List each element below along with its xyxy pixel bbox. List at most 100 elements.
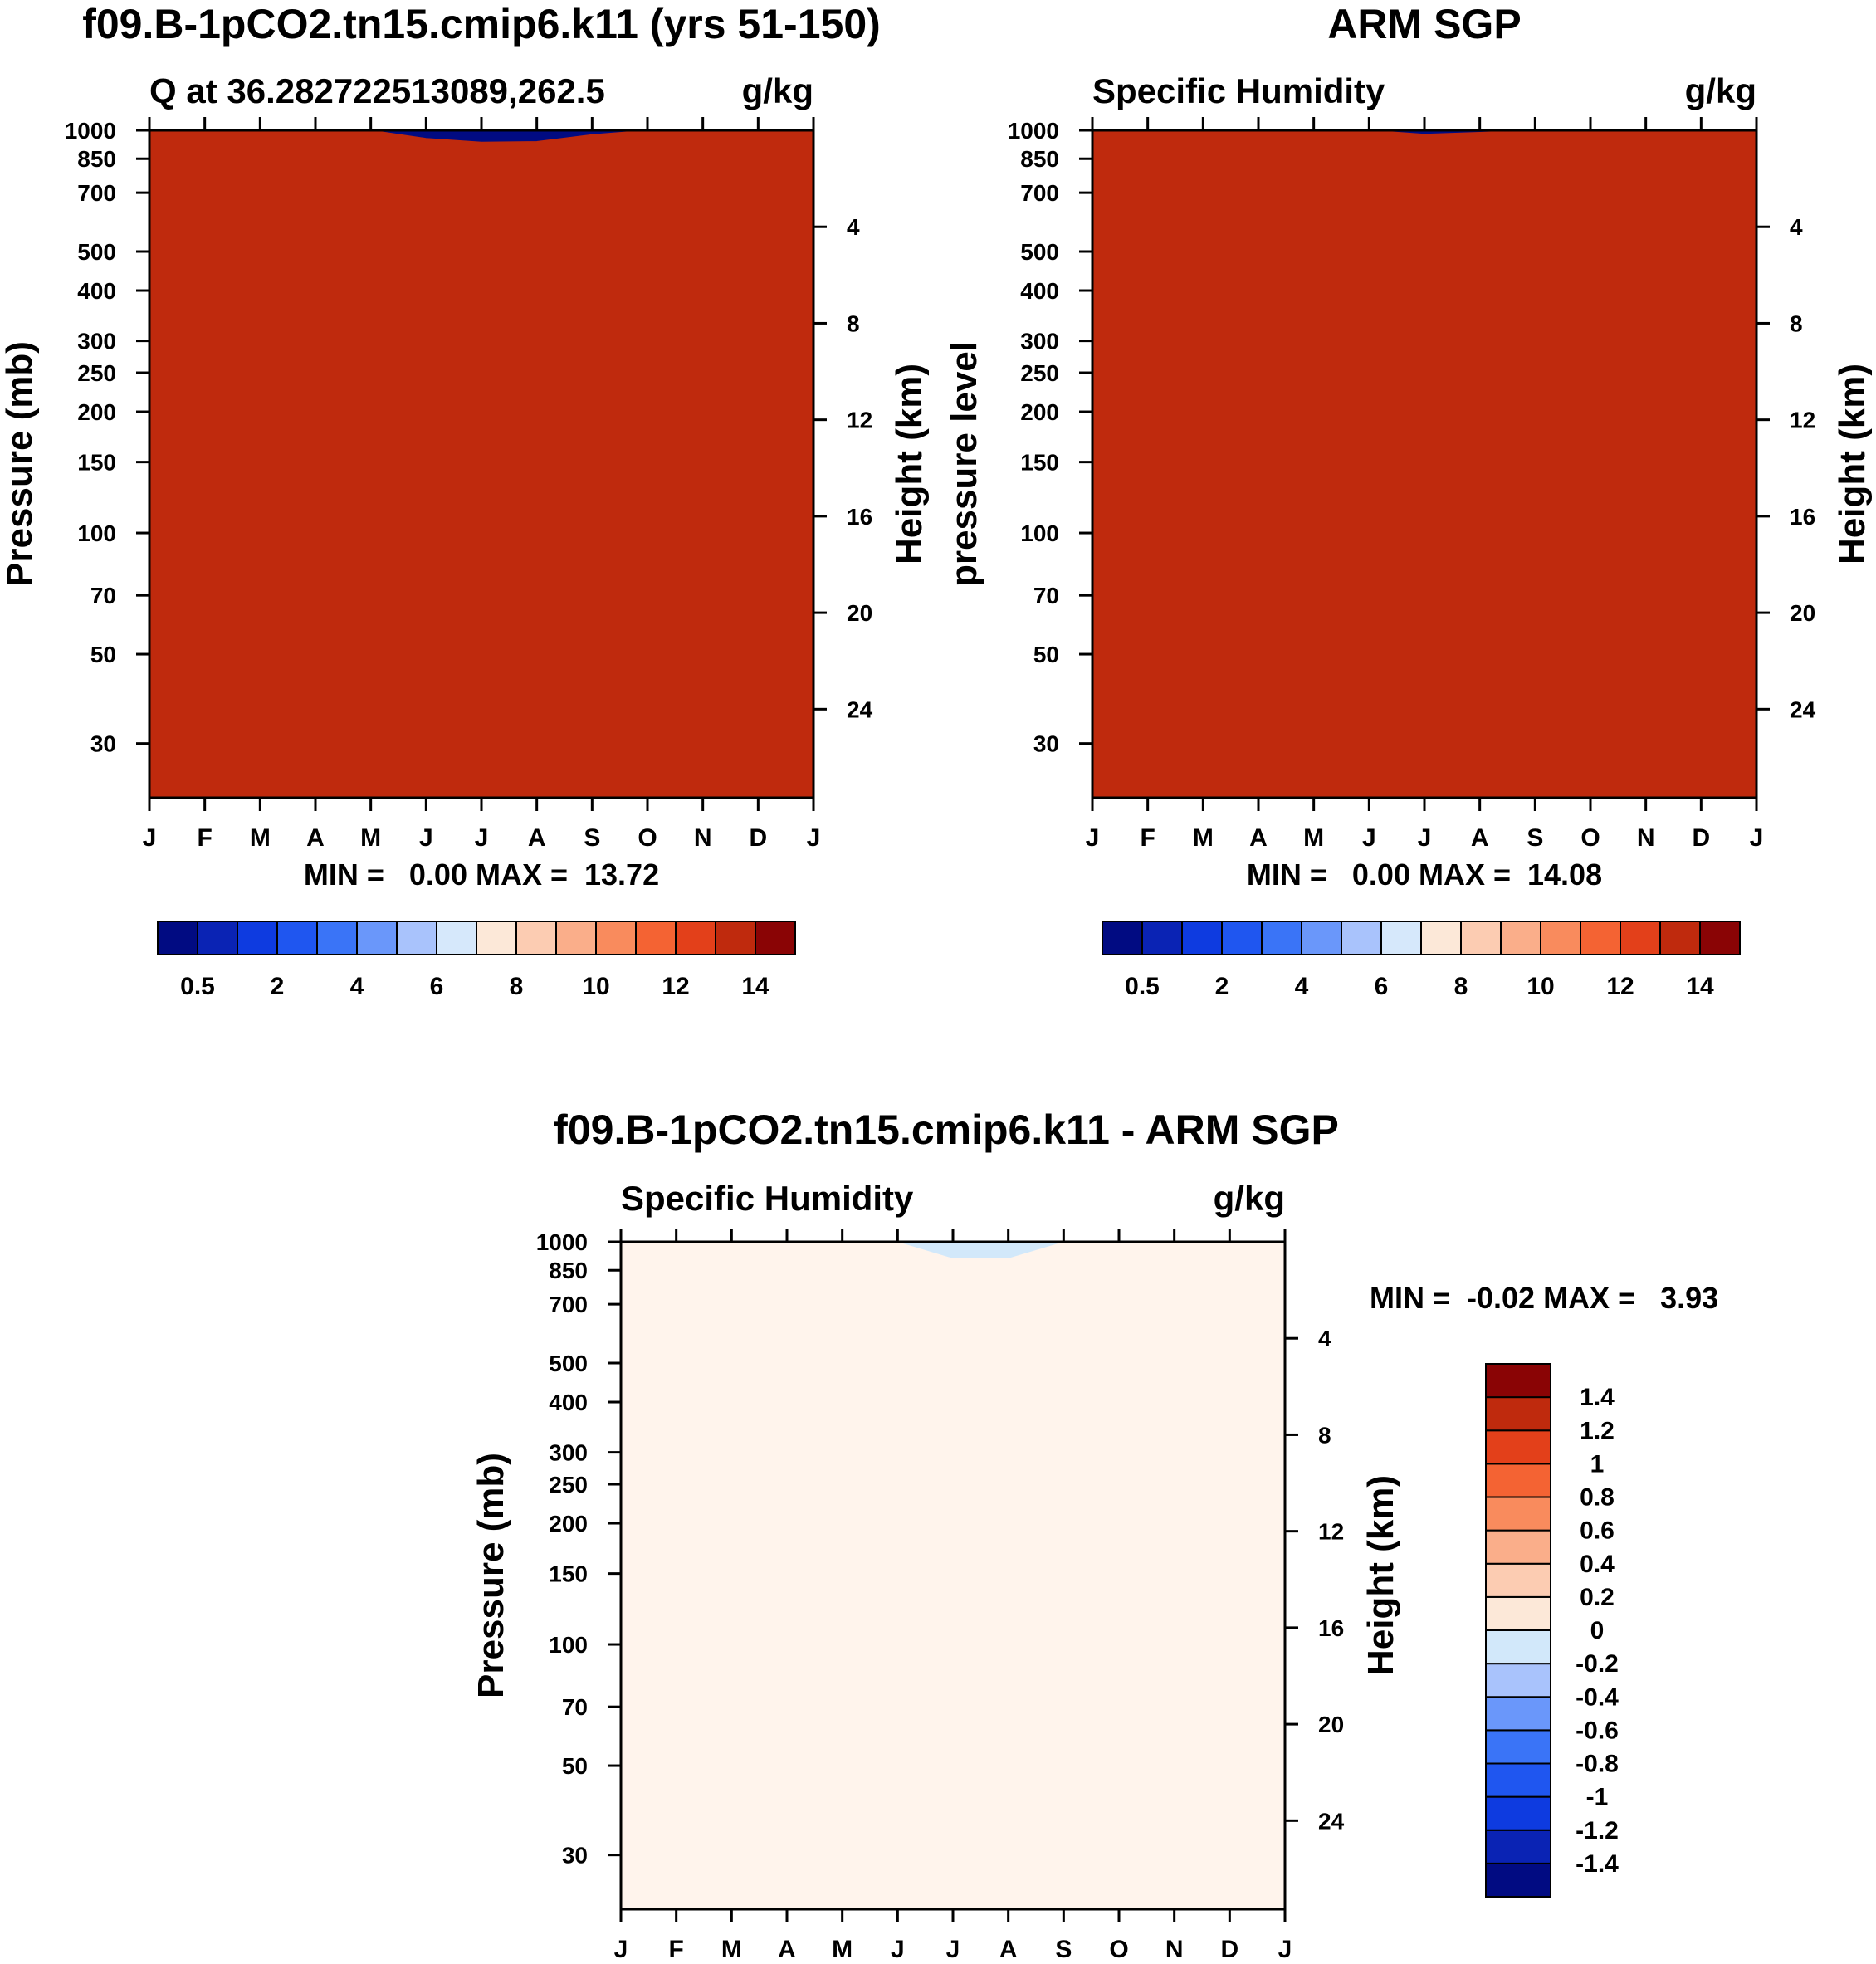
diff-colorbar-box <box>1485 1529 1551 1565</box>
model-ytick-label: 30 <box>90 731 116 757</box>
diff-ytick-label: 300 <box>549 1440 588 1466</box>
obs-colorbar-box <box>1221 921 1263 955</box>
obs-colorbar-box <box>1580 921 1621 955</box>
model-colorbar-box <box>755 921 796 955</box>
obs-stats: MIN = 0.00 MAX = 14.08 <box>1247 857 1602 892</box>
obs-colorbar: 0.5 2 4 6 8 10 12 14 <box>1102 921 1741 1000</box>
model-xtick-label: J <box>419 824 433 852</box>
diff-colorbar-label: -0.4 <box>1576 1683 1619 1711</box>
obs-colorbar-box <box>1141 921 1183 955</box>
obs-plot <box>1092 130 1756 798</box>
diff-ytick-label: 1000 <box>536 1229 588 1255</box>
obs-right-string: g/kg <box>1685 71 1756 110</box>
diff-colorbar-box <box>1485 1396 1551 1432</box>
diff-ytick-label: 30 <box>562 1843 588 1869</box>
diff-colorbar-box <box>1485 1429 1551 1465</box>
diff-ytick-right-label: 4 <box>1318 1326 1331 1351</box>
model-ytick-right-label: 16 <box>847 504 872 530</box>
obs-colorbar-label: 0.5 <box>1125 973 1160 1000</box>
diff-colorbar-box <box>1485 1629 1551 1665</box>
obs-colorbar-box <box>1181 921 1223 955</box>
obs-colorbar-box <box>1341 921 1382 955</box>
model-ytick-right-label: 20 <box>847 600 872 626</box>
obs-ylabel-right: Height (km) <box>1832 364 1873 564</box>
obs-ytick-label: 50 <box>1033 642 1059 667</box>
model-colorbar-box <box>635 921 677 955</box>
model-colorbar-label: 14 <box>741 973 769 1000</box>
diff-colorbar-label: -0.8 <box>1576 1751 1619 1778</box>
obs-colorbar-box <box>1500 921 1541 955</box>
diff-colorbar-label: 0.4 <box>1580 1551 1615 1578</box>
model-xtick-label: J <box>143 824 157 852</box>
model-xtick-label: M <box>360 824 381 852</box>
model-plot <box>149 130 813 798</box>
obs-xtick-label: A <box>1471 824 1489 852</box>
obs-ytick-right-label: 20 <box>1790 600 1815 626</box>
diff-colorbar-box <box>1485 1762 1551 1798</box>
obs-ytick-label: 1000 <box>1008 118 1059 144</box>
model-axes: J F M A M J J A S O N D J 30 50 70 100 150 200 250 300 400 500… <box>65 117 873 852</box>
model-ytick-label: 400 <box>77 278 116 304</box>
obs-xtick-label: F <box>1141 824 1155 852</box>
obs-colorbar-label: 12 <box>1606 973 1634 1000</box>
diff-colorbar-box <box>1485 1496 1551 1532</box>
obs-ytick-label: 700 <box>1020 180 1059 206</box>
diff-title: f09.B-1pCO2.tn15.cmip6.k11 - ARM SGP <box>554 1107 1339 1153</box>
obs-colorbar-label: 4 <box>1295 973 1309 1000</box>
model-ytick-label: 300 <box>77 329 116 354</box>
model-colorbar-label: 10 <box>582 973 609 1000</box>
model-colorbar-box <box>675 921 716 955</box>
model-ytick-right-label: 4 <box>847 214 860 240</box>
diff-colorbar-label: 0.2 <box>1580 1584 1615 1611</box>
model-ytick-label: 100 <box>77 520 116 546</box>
model-ytick-label: 150 <box>77 450 116 476</box>
model-xtick-label: J <box>475 824 489 852</box>
obs-ytick-right-label: 4 <box>1790 214 1803 240</box>
diff-colorbar-label: -1.4 <box>1576 1850 1619 1878</box>
diff-colorbar: 1.4 1.2 1 0.8 0.6 0.4 0.2 0 -0.2 -0.4 -0.6 -0.8 -1 -1… <box>1485 1363 1619 1898</box>
obs-ytick-label: 30 <box>1033 731 1059 757</box>
obs-ylabel: pressure level <box>944 341 984 587</box>
model-colorbar-box <box>595 921 637 955</box>
model-colorbar-box <box>515 921 557 955</box>
diff-colorbar-label: 1.2 <box>1580 1417 1615 1444</box>
diff-axes: J F M A M J J A S O N D J 30 50 70 100 150 200 250 300 400 500… <box>536 1229 1345 1963</box>
model-ytick-right-label: 12 <box>847 408 872 433</box>
diff-colorbar-box <box>1485 1363 1551 1399</box>
diff-stats: MIN = -0.02 MAX = 3.93 <box>1370 1281 1718 1315</box>
obs-xtick-label: J <box>1750 824 1764 852</box>
diff-xtick-label: O <box>1109 1936 1128 1963</box>
obs-colorbar-box <box>1380 921 1422 955</box>
obs-xtick-label: N <box>1637 824 1655 852</box>
diff-ytick-right-label: 16 <box>1318 1615 1344 1641</box>
model-colorbar-label: 8 <box>510 973 524 1000</box>
obs-ytick-label: 100 <box>1020 520 1059 546</box>
model-ytick-label: 1000 <box>65 118 116 144</box>
obs-ytick-label: 400 <box>1020 278 1059 304</box>
obs-ytick-label: 70 <box>1033 583 1059 608</box>
diff-xtick-label: F <box>669 1936 684 1963</box>
model-title: f09.B-1pCO2.tn15.cmip6.k11 (yrs 51-150) <box>82 1 881 47</box>
model-band-13 <box>149 130 813 798</box>
model-colorbar-box <box>316 921 358 955</box>
diff-ytick-label: 50 <box>562 1753 588 1779</box>
obs-band-13 <box>1092 130 1756 798</box>
diff-ytick-label: 150 <box>549 1561 588 1587</box>
diff-contour-fills <box>621 1242 1285 1909</box>
diff-colorbar-label: 1.4 <box>1580 1384 1615 1411</box>
model-colorbar-label: 2 <box>271 973 285 1000</box>
diff-colorbar-label: 0.6 <box>1580 1517 1615 1545</box>
model-right-string: g/kg <box>742 71 813 110</box>
diff-xtick-label: N <box>1165 1936 1184 1963</box>
model-left-string: Q at 36.282722513089,262.5 <box>149 71 605 110</box>
diff-colorbar-box <box>1485 1795 1551 1831</box>
model-ytick-label: 850 <box>77 146 116 172</box>
obs-xtick-label: J <box>1362 824 1376 852</box>
model-colorbar-box <box>436 921 477 955</box>
diff-ylabel-right: Height (km) <box>1361 1475 1401 1676</box>
diff-ytick-label: 700 <box>549 1292 588 1317</box>
diff-colorbar-label: -0.2 <box>1576 1650 1619 1678</box>
model-xtick-label: M <box>250 824 271 852</box>
diff-ytick-label: 70 <box>562 1694 588 1720</box>
